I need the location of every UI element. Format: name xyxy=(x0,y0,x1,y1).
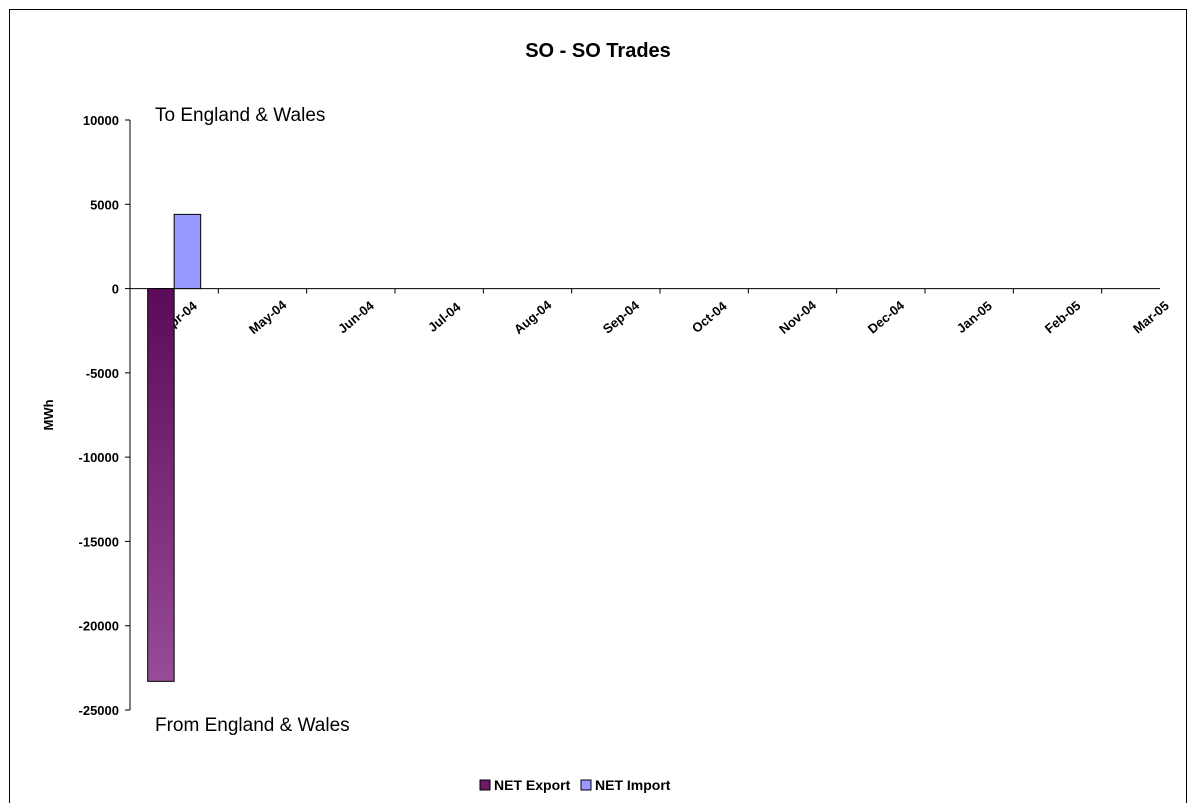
legend-swatch xyxy=(479,779,491,791)
legend: NET Export NET Import xyxy=(479,777,671,793)
annotation-top: To England & Wales xyxy=(155,105,325,126)
bar-net-import xyxy=(173,213,202,290)
y-tick-label: 10000 xyxy=(83,113,119,128)
legend-label: NET Export xyxy=(494,777,571,793)
y-tick-label: -25000 xyxy=(79,703,119,718)
legend-swatch xyxy=(580,779,592,791)
y-tick-label: -5000 xyxy=(86,366,119,381)
y-tick-label: 0 xyxy=(112,282,119,297)
y-tick-label: -20000 xyxy=(79,619,119,634)
y-axis-label: MWh xyxy=(41,399,56,430)
bars-group xyxy=(147,213,202,682)
y-tick-label: 5000 xyxy=(90,197,119,212)
y-tick-label: -10000 xyxy=(79,450,119,465)
chart-title: SO - SO Trades xyxy=(525,40,671,62)
y-tick-label: -15000 xyxy=(79,534,119,549)
legend-label: NET Import xyxy=(595,777,671,793)
annotation-bottom: From England & Wales xyxy=(155,715,350,736)
bar-net-export xyxy=(147,288,175,682)
chart-border xyxy=(9,9,1187,803)
